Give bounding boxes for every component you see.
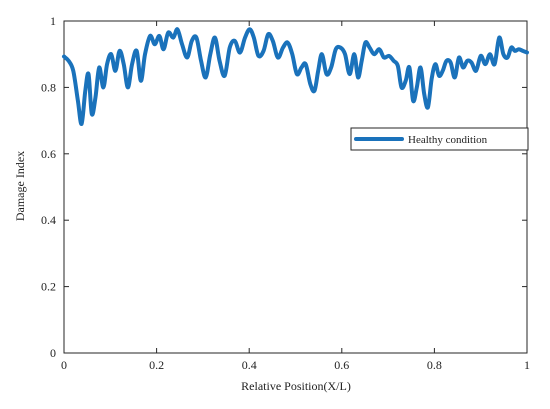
- axes-layer: 0 0.2 0.4 0.6 0.8 1 0 0.2 0.4 0.6 0.8 1: [41, 14, 530, 372]
- y-axis-label: Damage Index: [13, 151, 27, 221]
- series-layer: [62, 27, 529, 126]
- plot-frame: [63, 20, 528, 354]
- y-tick-label: 0.4: [41, 213, 56, 227]
- y-tick-label: 0.8: [41, 80, 56, 94]
- y-tick-label: 0.2: [41, 280, 56, 294]
- series-line-healthy-condition: [62, 27, 529, 126]
- x-tick-label: 1: [524, 358, 530, 372]
- x-tick-label: 0.2: [149, 358, 164, 372]
- x-tick-label: 0.4: [242, 358, 257, 372]
- y-tick-label: 1: [50, 14, 56, 28]
- legend-box: [350, 127, 529, 151]
- x-tick-label: 0.6: [334, 358, 349, 372]
- x-axis-label: Relative Position(X/L): [241, 379, 351, 393]
- x-tick-label: 0.8: [427, 358, 442, 372]
- legend: Healthy condition: [350, 127, 529, 151]
- legend-label: Healthy condition: [408, 134, 488, 146]
- x-tick-label: 0: [61, 358, 67, 372]
- y-tick-label: 0.6: [41, 147, 56, 161]
- y-tick-label: 0: [50, 346, 56, 360]
